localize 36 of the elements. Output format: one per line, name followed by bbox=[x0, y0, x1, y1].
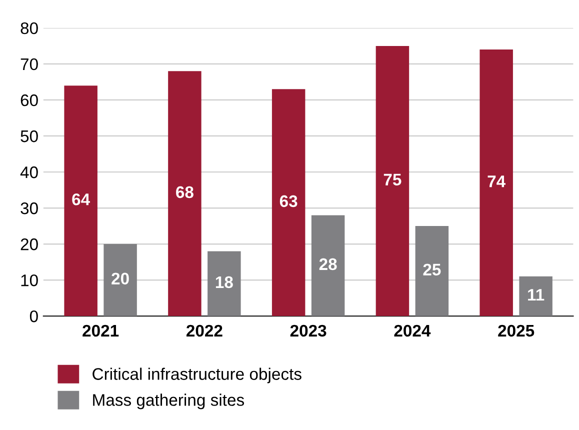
y-tick-label: 20 bbox=[20, 238, 38, 250]
y-tick-label: 80 bbox=[20, 22, 38, 34]
bar bbox=[272, 89, 306, 316]
bar bbox=[311, 215, 345, 316]
y-tick-label: 60 bbox=[20, 94, 38, 106]
x-tick-label: 2022 bbox=[186, 324, 222, 337]
data-label: 11 bbox=[528, 289, 544, 301]
y-tick-label: 50 bbox=[20, 130, 38, 142]
bar bbox=[415, 226, 449, 316]
y-tick-label: 40 bbox=[20, 166, 38, 178]
data-label: 28 bbox=[319, 258, 337, 270]
data-label: 20 bbox=[112, 272, 129, 285]
data-label: 18 bbox=[216, 276, 233, 288]
bar bbox=[208, 251, 241, 316]
data-label: 25 bbox=[423, 264, 441, 276]
bar bbox=[519, 276, 552, 316]
bar bbox=[64, 86, 98, 316]
y-tick-label: 0 bbox=[30, 310, 38, 322]
legend-label: Critical infrastructure objects bbox=[92, 368, 302, 384]
bar bbox=[168, 71, 202, 316]
x-tick-label: 2024 bbox=[394, 324, 431, 337]
bar bbox=[480, 50, 513, 316]
y-tick-label: 10 bbox=[21, 274, 38, 286]
bar bbox=[104, 244, 137, 316]
data-label: 75 bbox=[384, 174, 402, 186]
data-label: 68 bbox=[176, 186, 194, 198]
x-tick-label: 2021 bbox=[82, 324, 119, 337]
y-tick-label: 30 bbox=[20, 202, 38, 214]
y-tick-label: 70 bbox=[20, 58, 38, 70]
data-label: 74 bbox=[488, 176, 506, 188]
bar bbox=[376, 46, 410, 316]
data-label: 63 bbox=[280, 195, 298, 208]
data-label: 64 bbox=[72, 193, 90, 206]
x-tick-label: 2023 bbox=[290, 324, 326, 337]
x-tick-label: 2025 bbox=[498, 324, 534, 337]
legend-label: Mass gathering sites bbox=[93, 394, 244, 410]
